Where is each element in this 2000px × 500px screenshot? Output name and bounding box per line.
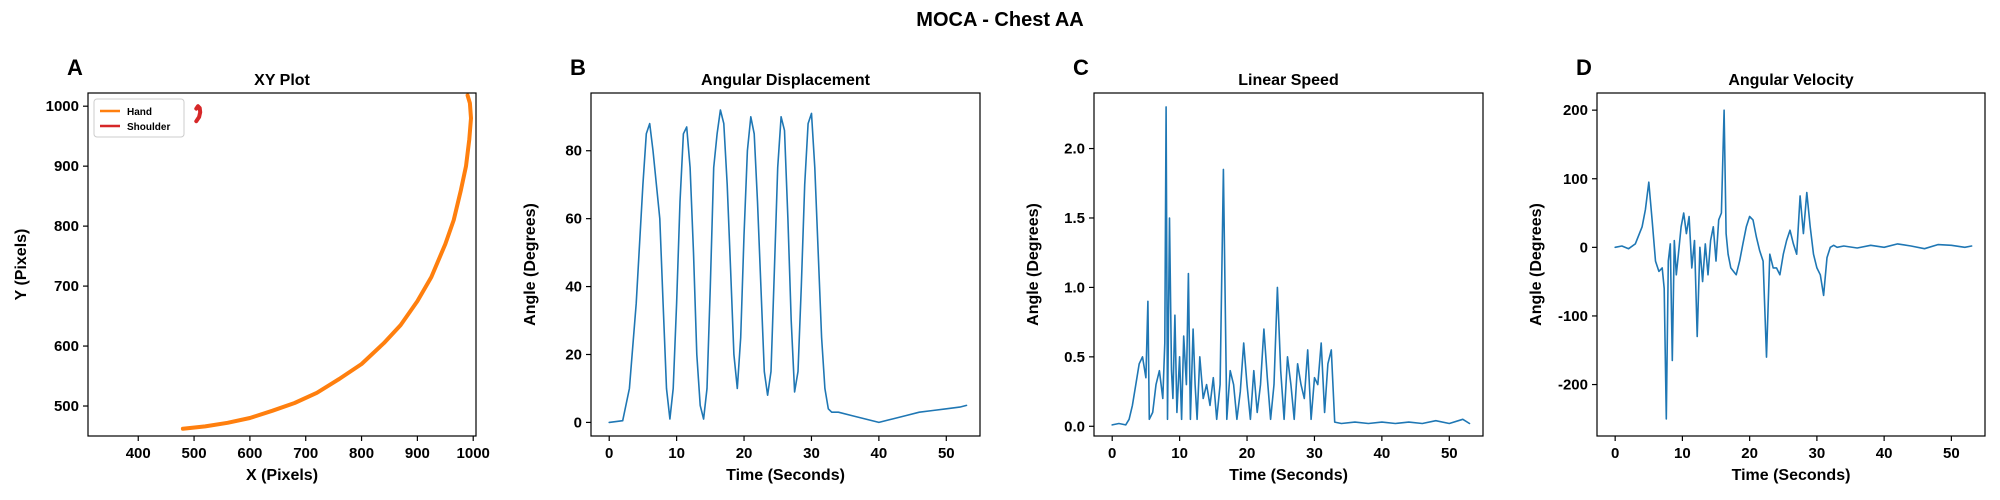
x-tick-label: 10: [1171, 445, 1188, 462]
x-tick-label: 1000: [457, 445, 490, 462]
x-tick-label: 800: [349, 445, 374, 462]
y-tick-label: 20: [565, 346, 582, 363]
panel-title: Linear Speed: [1238, 72, 1338, 89]
panel-b: 0 10 20 30 40 50 0 20 40 60 80 Angular Displacement…: [522, 55, 981, 484]
panel-d: 0 10 20 30 40 50 -200 -100 0 100 200 Angular Veloci…: [1528, 55, 1986, 484]
y-tick-label: 1000: [46, 98, 79, 115]
series-line-d-0: [1614, 109, 1973, 420]
y-tick-label: 0: [1580, 239, 1588, 256]
series-line-shoulder: [194, 104, 203, 124]
y-tick-label: 600: [54, 338, 79, 355]
y-tick-label: 500: [54, 398, 79, 415]
x-tick-label: 50: [1943, 445, 1960, 462]
x-axis-label: X (Pixels): [246, 467, 318, 484]
figure-title: MOCA - Chest AA: [916, 9, 1083, 31]
series-line-c-0: [1111, 106, 1471, 426]
axes-frame: [590, 92, 981, 437]
panel-title: Angular Velocity: [1728, 72, 1853, 89]
x-tick-label: 900: [405, 445, 430, 462]
x-tick-label: 20: [736, 445, 753, 462]
legend-label: Shoulder: [127, 122, 170, 133]
y-tick-label: -100: [1558, 308, 1588, 325]
x-tick-label: 20: [1239, 445, 1256, 462]
x-tick-label: 30: [1306, 445, 1323, 462]
x-tick-label: 500: [182, 445, 207, 462]
panel-title: Angular Displacement: [701, 72, 871, 89]
x-axis-label: Time (Seconds): [1229, 467, 1348, 484]
x-tick-label: 20: [1741, 445, 1758, 462]
axes-frame: [87, 92, 477, 437]
x-tick-label: 400: [126, 445, 151, 462]
y-tick-label: 80: [565, 143, 582, 160]
x-tick-label: 10: [668, 445, 685, 462]
y-tick-label: 0.5: [1064, 349, 1085, 366]
y-axis-label: Angle (Degrees): [522, 203, 539, 326]
series-line-b-0: [608, 109, 968, 424]
y-tick-label: 700: [54, 278, 79, 295]
x-tick-label: 50: [1441, 445, 1458, 462]
panel-letter: D: [1576, 55, 1592, 80]
x-tick-label: 600: [237, 445, 262, 462]
x-tick-label: 10: [1674, 445, 1691, 462]
legend: Hand Shoulder: [93, 98, 185, 138]
y-tick-label: 1.5: [1064, 210, 1085, 227]
panel-letter: B: [570, 55, 586, 80]
panel-letter: A: [67, 55, 83, 80]
panel-letter: C: [1073, 55, 1089, 80]
y-tick-label: -200: [1558, 377, 1588, 394]
y-axis-label: Angle (Degrees): [1528, 203, 1545, 326]
x-axis-label: Time (Seconds): [726, 467, 845, 484]
x-tick-label: 700: [293, 445, 318, 462]
y-axis-label: Angle (Degrees): [1025, 203, 1042, 326]
panel-title: XY Plot: [254, 72, 310, 89]
x-tick-label: 40: [1374, 445, 1391, 462]
y-tick-label: 1.0: [1064, 279, 1085, 296]
series-line-hand: [180, 93, 473, 431]
y-tick-label: 0: [574, 414, 582, 431]
x-tick-label: 0: [1611, 445, 1619, 462]
x-axis-label: Time (Seconds): [1732, 467, 1851, 484]
axes-frame: [1596, 92, 1986, 437]
y-axis-label: Y (Pixels): [13, 229, 30, 301]
x-tick-label: 40: [1876, 445, 1893, 462]
legend-box: [93, 98, 185, 138]
y-tick-label: 900: [54, 158, 79, 175]
x-tick-label: 40: [871, 445, 888, 462]
x-tick-label: 30: [1809, 445, 1826, 462]
panel-c: 0 10 20 30 40 50 0.0 0.5 1.0 1.5 2.0 Linear Speed C T…: [1025, 55, 1484, 484]
y-tick-label: 40: [565, 279, 582, 296]
y-tick-label: 200: [1563, 102, 1588, 119]
legend-label: Hand: [127, 107, 152, 118]
y-tick-label: 0.0: [1064, 418, 1085, 435]
x-tick-label: 50: [938, 445, 955, 462]
x-tick-label: 0: [1108, 445, 1116, 462]
axes-frame: [1093, 92, 1484, 437]
y-tick-label: 2.0: [1064, 141, 1085, 158]
panel-a: 400 500 600 700 800 900 1000 500 600 700 800 900 100…: [13, 55, 490, 484]
x-tick-label: 0: [605, 445, 613, 462]
y-tick-label: 60: [565, 211, 582, 228]
y-tick-label: 100: [1563, 171, 1588, 188]
x-tick-label: 30: [803, 445, 820, 462]
y-tick-label: 800: [54, 218, 79, 235]
